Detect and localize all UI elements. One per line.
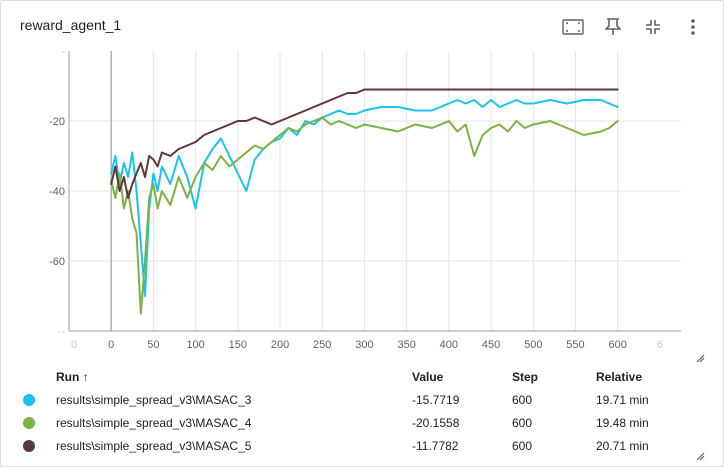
line-chart[interactable]: 0 0 50 100 150 200 250 300 350 400 450 500 550 600 6 -2… bbox=[1, 1, 723, 366]
chart-title: reward_agent_1 bbox=[20, 17, 122, 33]
collapse-icon bbox=[646, 20, 660, 34]
run-relative: 20.71 min bbox=[596, 438, 649, 453]
x-tick-label: 250 bbox=[313, 339, 331, 351]
collapse-button[interactable] bbox=[637, 13, 669, 41]
relative-column-header[interactable]: Relative bbox=[596, 370, 643, 384]
x-tick-label: 500 bbox=[524, 339, 542, 351]
pin-icon bbox=[605, 18, 621, 35]
x-tick-label: 50 bbox=[147, 339, 159, 351]
runs-table-header: Run ↑ Value Step Relative bbox=[15, 366, 696, 388]
more-options-button[interactable] bbox=[677, 13, 709, 41]
y-tick-label: -60 bbox=[49, 256, 65, 268]
x-tick-label: 350 bbox=[397, 339, 415, 351]
run-value: -20.1558 bbox=[412, 415, 460, 430]
x-tick-label: 6 bbox=[657, 339, 663, 351]
y-tick-label: -40 bbox=[49, 186, 65, 198]
run-step: 600 bbox=[512, 392, 533, 407]
resize-table-icon[interactable] bbox=[695, 451, 705, 461]
runs-table: Run ↑ Value Step Relative results\simple… bbox=[15, 366, 696, 457]
x-tick-label: 450 bbox=[482, 339, 500, 351]
y-tick-label: -20 bbox=[49, 116, 65, 128]
x-tick-label: 550 bbox=[566, 339, 584, 351]
x-tick-label: 100 bbox=[186, 339, 204, 351]
x-tick-label: 400 bbox=[440, 339, 458, 351]
run-value: -11.7782 bbox=[412, 438, 459, 453]
run-name: results\simple_spread_v3\MASAC_4 bbox=[56, 415, 252, 430]
x-tick-label: 300 bbox=[355, 339, 373, 351]
table-row[interactable]: results\simple_spread_v3\MASAC_5 -11.778… bbox=[15, 434, 696, 457]
x-tick-label: 0 bbox=[71, 339, 77, 351]
run-relative: 19.48 min bbox=[596, 415, 649, 430]
chart-series bbox=[110, 88, 619, 315]
x-tick-label: 600 bbox=[609, 339, 627, 351]
table-row[interactable]: results\simple_spread_v3\MASAC_4 -20.155… bbox=[15, 411, 696, 434]
x-tick-label: 0 bbox=[108, 339, 114, 351]
run-step: 600 bbox=[512, 415, 533, 430]
run-name: results\simple_spread_v3\MASAC_3 bbox=[56, 392, 252, 407]
series-line-masac-4 bbox=[110, 116, 619, 315]
fit-domain-icon bbox=[562, 19, 584, 35]
series-color-dot bbox=[23, 440, 35, 453]
more-vert-icon bbox=[691, 19, 695, 35]
chart-tick-labels: 0 0 50 100 150 200 250 300 350 400 450 500 550 600 6 -2… bbox=[49, 46, 663, 351]
step-column-header[interactable]: Step bbox=[512, 370, 539, 384]
run-step: 600 bbox=[512, 438, 533, 453]
pin-button[interactable] bbox=[597, 13, 629, 41]
value-column-header[interactable]: Value bbox=[412, 370, 444, 384]
fit-domain-button[interactable] bbox=[557, 13, 589, 41]
chart-grid bbox=[69, 51, 681, 331]
x-tick-label: 150 bbox=[229, 339, 247, 351]
run-name: results\simple_spread_v3\MASAC_5 bbox=[56, 438, 252, 453]
chart-toolbar bbox=[557, 13, 709, 41]
series-color-dot bbox=[23, 394, 35, 407]
x-tick-label: 200 bbox=[271, 339, 289, 351]
chart-axes bbox=[68, 51, 681, 332]
series-line-masac-5 bbox=[110, 88, 619, 199]
table-row[interactable]: results\simple_spread_v3\MASAC_3 -15.771… bbox=[15, 388, 696, 411]
y-tick-label: -- bbox=[58, 326, 66, 338]
y-tick-label: - bbox=[61, 46, 65, 58]
run-relative: 19.71 min bbox=[596, 392, 649, 407]
run-value: -15.7719 bbox=[412, 392, 460, 407]
run-column-header[interactable]: Run ↑ bbox=[56, 370, 89, 384]
resize-chart-icon[interactable] bbox=[695, 353, 705, 363]
series-color-dot bbox=[23, 417, 35, 430]
